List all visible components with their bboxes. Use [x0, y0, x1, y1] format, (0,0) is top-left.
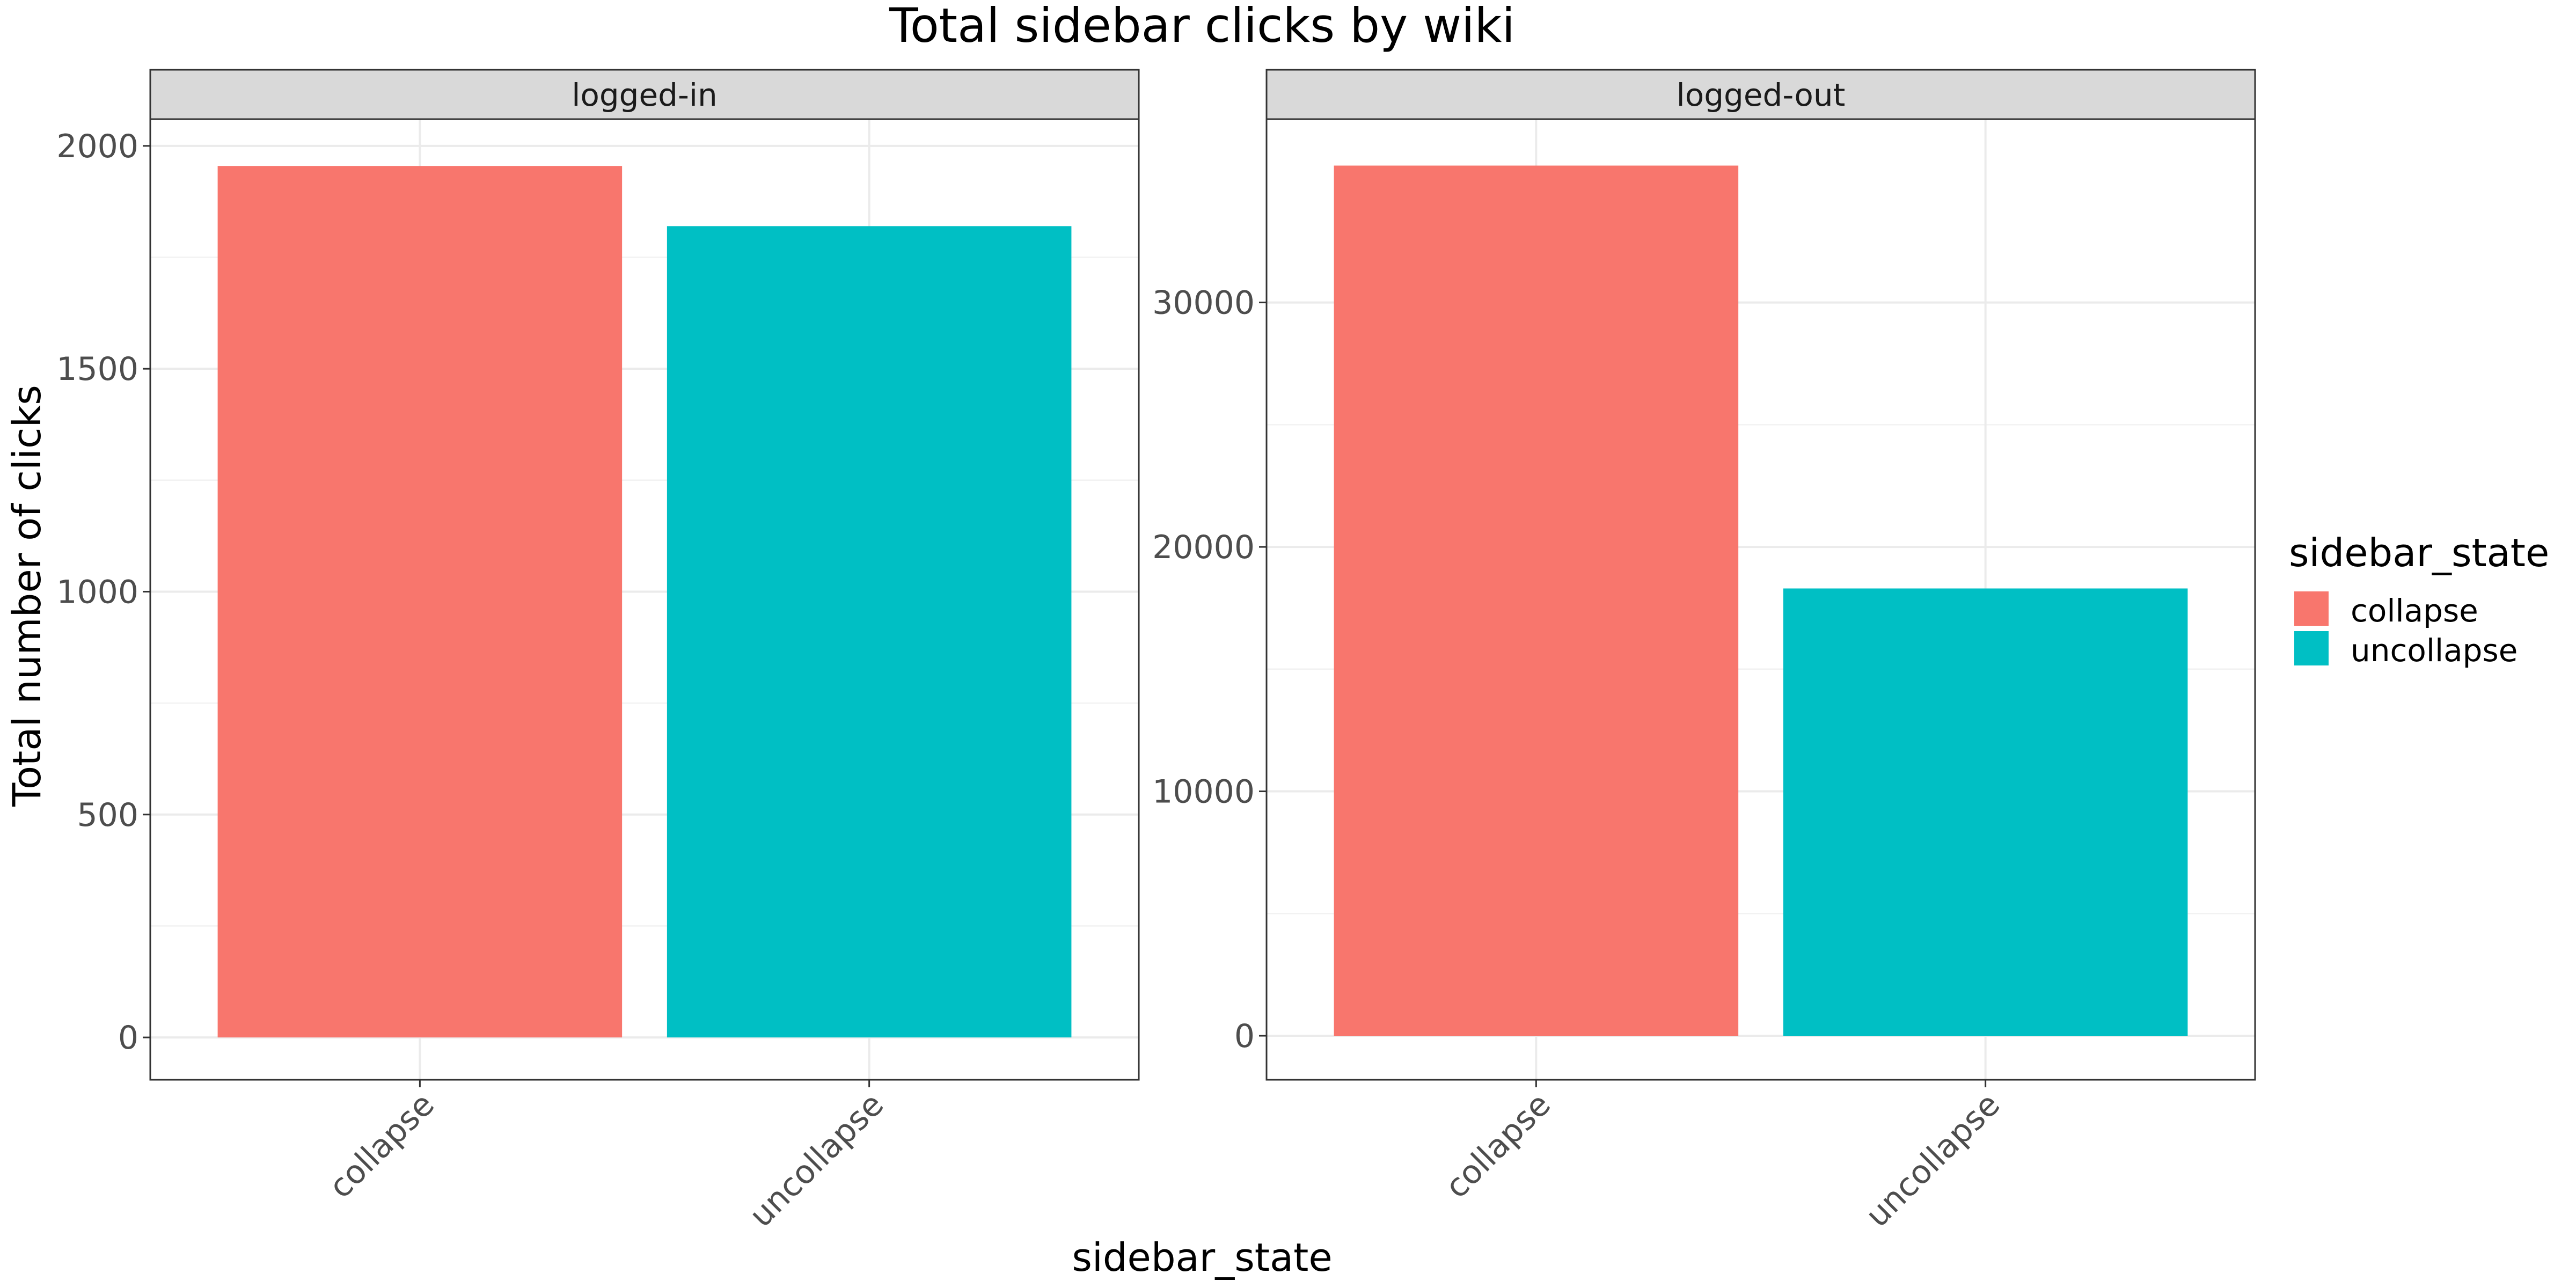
y-axis-label: Total number of clicks: [4, 385, 49, 807]
y-tick-label: 30000: [1152, 284, 1255, 322]
y-tick-label: 10000: [1152, 773, 1255, 811]
y-tick-label: 1500: [56, 350, 138, 388]
legend-key-uncollapse: [2294, 631, 2329, 665]
y-tick-label: 1000: [56, 573, 138, 611]
facet-strip-label: logged-in: [572, 77, 718, 113]
legend: sidebar_state collapse uncollapse: [2289, 530, 2549, 669]
legend-label-collapse: collapse: [2351, 592, 2478, 629]
x-axis-label: sidebar_state: [1072, 1235, 1332, 1280]
facet-strip-label: logged-out: [1677, 77, 1846, 113]
legend-label-uncollapse: uncollapse: [2351, 632, 2518, 669]
facet-strip: [1265, 69, 2256, 120]
y-tick-label: 500: [77, 796, 138, 834]
legend-key-collapse: [2294, 591, 2329, 626]
y-tick-label: 0: [118, 1019, 138, 1057]
legend-title: sidebar_state: [2289, 530, 2549, 575]
bar-logged-out-uncollapse: [1783, 588, 2188, 1036]
chart-title: Total sidebar clicks by wiki: [889, 0, 1515, 53]
facet-strip: [149, 69, 1140, 120]
y-tick-label: 2000: [56, 128, 138, 165]
y-tick-label: 20000: [1152, 529, 1255, 566]
bar-logged-in-collapse: [217, 166, 623, 1038]
y-tick-label: 0: [1234, 1018, 1255, 1055]
bar-logged-out-collapse: [1334, 165, 1739, 1036]
bar-logged-in-uncollapse: [667, 226, 1072, 1038]
